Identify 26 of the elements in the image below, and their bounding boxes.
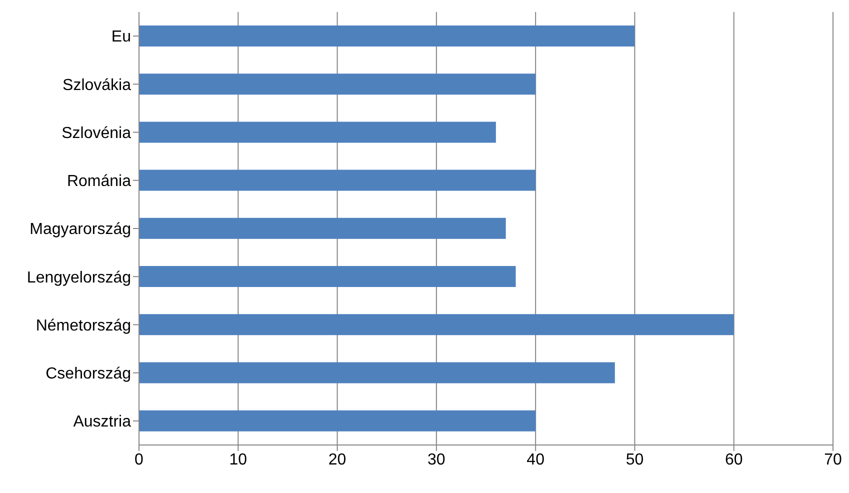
x-tick-label: 20 (328, 451, 346, 468)
x-tick-label: 70 (824, 451, 842, 468)
y-tick-label: Magyarország (30, 221, 131, 238)
x-tick-label: 60 (724, 451, 743, 468)
y-tick-label: Szlovénia (62, 124, 132, 142)
y-tick-label: Lengyelország (26, 269, 131, 286)
bar (139, 218, 506, 239)
y-tick-label: Ausztria (73, 414, 132, 431)
y-tick-label: Eu (111, 28, 131, 46)
x-tick-label: 0 (134, 451, 144, 468)
y-tick-label: Németország (36, 317, 131, 334)
bar (139, 362, 615, 384)
y-tick-label: Szlovákia (62, 76, 132, 94)
bar (139, 410, 536, 432)
bar (139, 122, 496, 143)
x-tick-label: 40 (526, 451, 545, 468)
bar (139, 170, 536, 191)
y-tick-label: Csehország (46, 366, 131, 383)
bar (139, 314, 734, 336)
y-tick-label: Románia (66, 173, 132, 190)
x-tick-label: 10 (229, 451, 248, 468)
bar (139, 74, 536, 95)
bar (139, 266, 516, 288)
x-tick-label: 30 (428, 451, 446, 468)
x-tick-label: 50 (626, 451, 644, 468)
bar (139, 25, 635, 46)
